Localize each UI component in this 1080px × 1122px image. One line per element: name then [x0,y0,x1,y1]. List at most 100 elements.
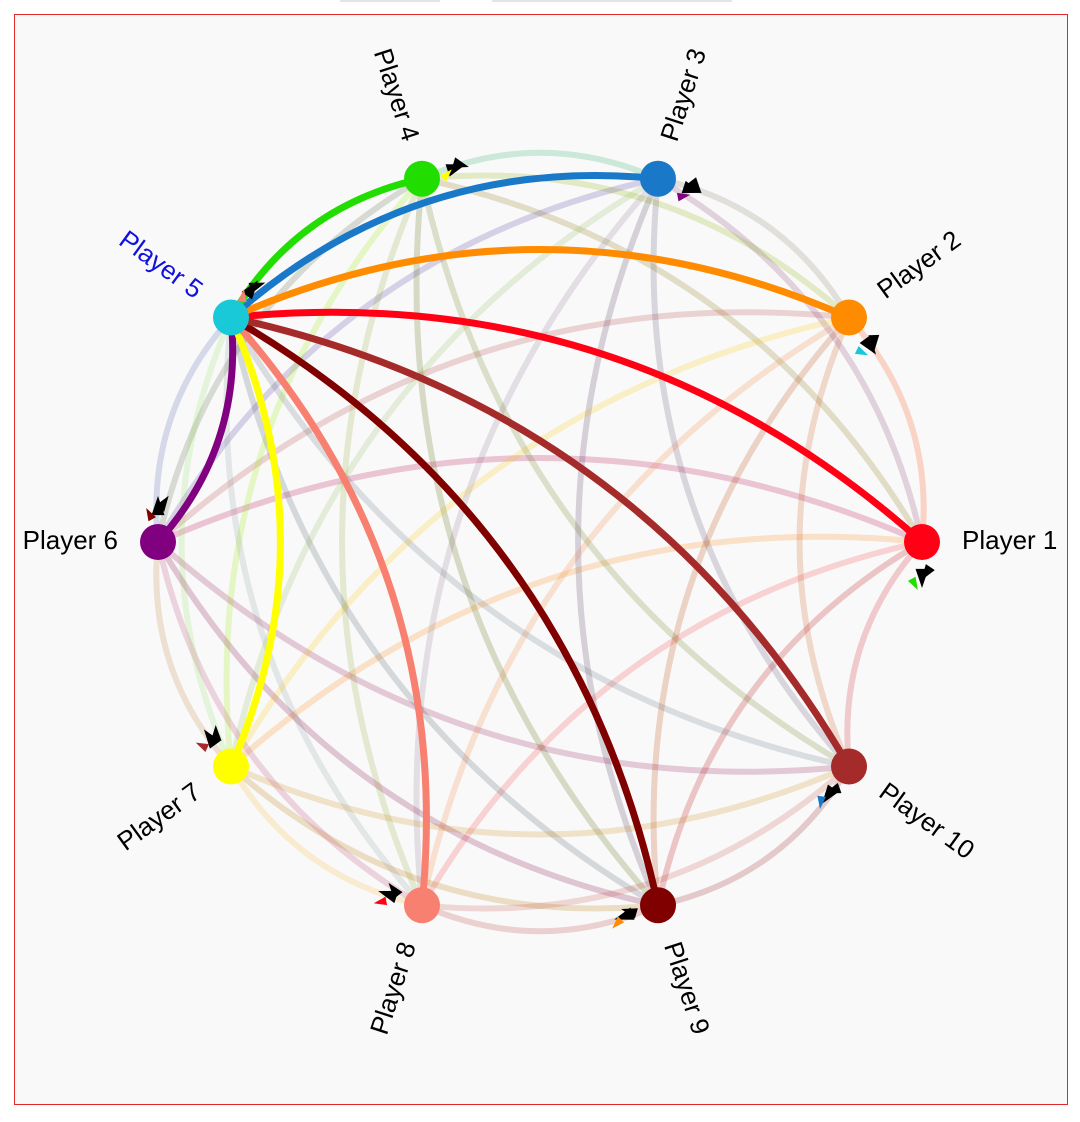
faint-edge-2-8 [419,314,852,909]
faint-edge-10-4 [419,175,852,770]
label-player-9: Player 9 [658,938,716,1038]
label-player-8: Player 8 [364,938,422,1038]
edge-8-to-5 [227,314,430,909]
node-player-5[interactable] [213,299,249,336]
faint-edge-7-4 [223,175,425,770]
top-bar [0,0,1080,10]
node-player-7[interactable] [213,748,249,785]
faint-edge-10-6 [155,539,852,775]
faint-edge-1-4 [419,175,925,545]
faint-edge-5-9 [228,314,661,909]
faint-edge-3-9 [575,175,661,909]
arrow-marker-5-b [248,282,266,294]
node-player-3[interactable] [640,160,676,197]
node-player-1[interactable] [904,524,940,560]
faint-edge-7-10 [228,763,852,838]
faint-edge-1-8 [419,539,925,909]
edge-1-to-5 [227,308,926,546]
faint-edge-1-10 [844,539,925,770]
arrow-marker-6-b [155,495,169,512]
faint-edge-2-4 [419,172,852,321]
faint-edge-10-7 [228,763,852,838]
label-player-4: Player 4 [368,45,426,145]
label-player-5: Player 5 [114,224,209,304]
faint-edge-10-8 [419,763,852,912]
arrow-marker-3-b [687,177,702,194]
faint-edge-9-1 [655,539,925,909]
label-player-7: Player 7 [111,776,206,856]
faint-edge-8-4 [339,175,425,909]
faint-edge-9-7 [228,763,661,912]
faint-edge-2-10 [796,314,852,770]
label-player-3: Player 3 [654,45,712,145]
arrow-marker-7-c [195,742,210,752]
label-player-2: Player 2 [871,224,966,304]
arrow-marker-9-b [621,908,638,919]
faint-edge-8-1 [419,539,925,909]
faint-edge-10-1 [844,539,925,770]
node-player-9[interactable] [640,887,676,924]
arrow-marker-6-c [146,507,157,522]
node-player-2[interactable] [831,299,867,336]
arrow-marker-1-b [921,564,935,581]
faint-edge-2-6 [155,309,852,545]
faint-edge-6-2 [155,309,852,545]
faint-edge-1-6 [155,455,925,545]
node-player-4[interactable] [404,160,440,197]
label-player-6: Player 6 [23,525,118,555]
faint-edge-7-2 [228,314,852,770]
label-player-10: Player 10 [874,776,980,865]
faint-edge-5-10 [228,314,852,770]
node-player-6[interactable] [140,524,176,560]
faint-edge-3-8 [413,175,661,909]
faint-edge-6-8 [155,539,425,909]
node-player-8[interactable] [404,887,440,924]
top-tab-2[interactable] [492,0,732,2]
faint-edge-10-5 [228,314,852,770]
edge-3-to-5 [227,171,662,321]
label-player-1: Player 1 [962,525,1057,555]
arrow-marker-10-c [817,795,826,809]
faint-edge-1-9 [655,539,925,909]
arrow-marker-8-c [373,896,388,906]
arrow-marker-3-c [676,192,691,202]
faint-edge-1-7 [228,533,925,770]
faint-edge-7-9 [228,763,661,912]
edge-6-to-5 [154,314,237,546]
faint-edge-4-8 [339,175,425,909]
faint-edge-8-3 [413,175,661,909]
top-tab-1[interactable] [340,0,440,2]
faint-edge-4-10 [419,175,852,770]
faint-edge-6-9 [155,539,661,909]
faint-edge-7-1 [228,533,925,770]
edge-7-to-5 [227,314,284,770]
nodes-layer [140,160,940,924]
arrow-marker-7-b [210,725,222,742]
arrow-marker-2-a [859,335,877,355]
arrow-marker-9-c [612,916,625,929]
faint-edge-3-10 [650,175,852,770]
faint-edge-10-2 [796,314,852,770]
faint-edge-2-7 [228,314,852,770]
faint-edge-4-2 [419,172,852,321]
faint-edges-layer [153,149,927,935]
faint-edge-6-10 [155,539,852,775]
edge-9-to-5 [227,314,662,909]
faint-edge-9-3 [575,175,661,909]
faint-edge-8-2 [419,314,852,909]
faint-edge-9-5 [228,314,661,909]
faint-edge-9-4 [413,175,661,909]
faint-edge-4-7 [223,175,425,770]
faint-edge-6-1 [155,455,925,545]
arrow-marker-4-b [452,157,469,168]
faint-edge-9-6 [155,539,661,909]
graph-frame [14,14,1068,1105]
faint-edge-9-2 [650,314,852,909]
faint-edge-3-1 [655,175,925,545]
faint-edge-4-9 [413,175,661,909]
edge-2-to-5 [227,246,853,321]
faint-edge-5-7 [178,314,234,770]
node-player-10[interactable] [831,748,867,785]
faint-edge-10-3 [650,175,852,770]
